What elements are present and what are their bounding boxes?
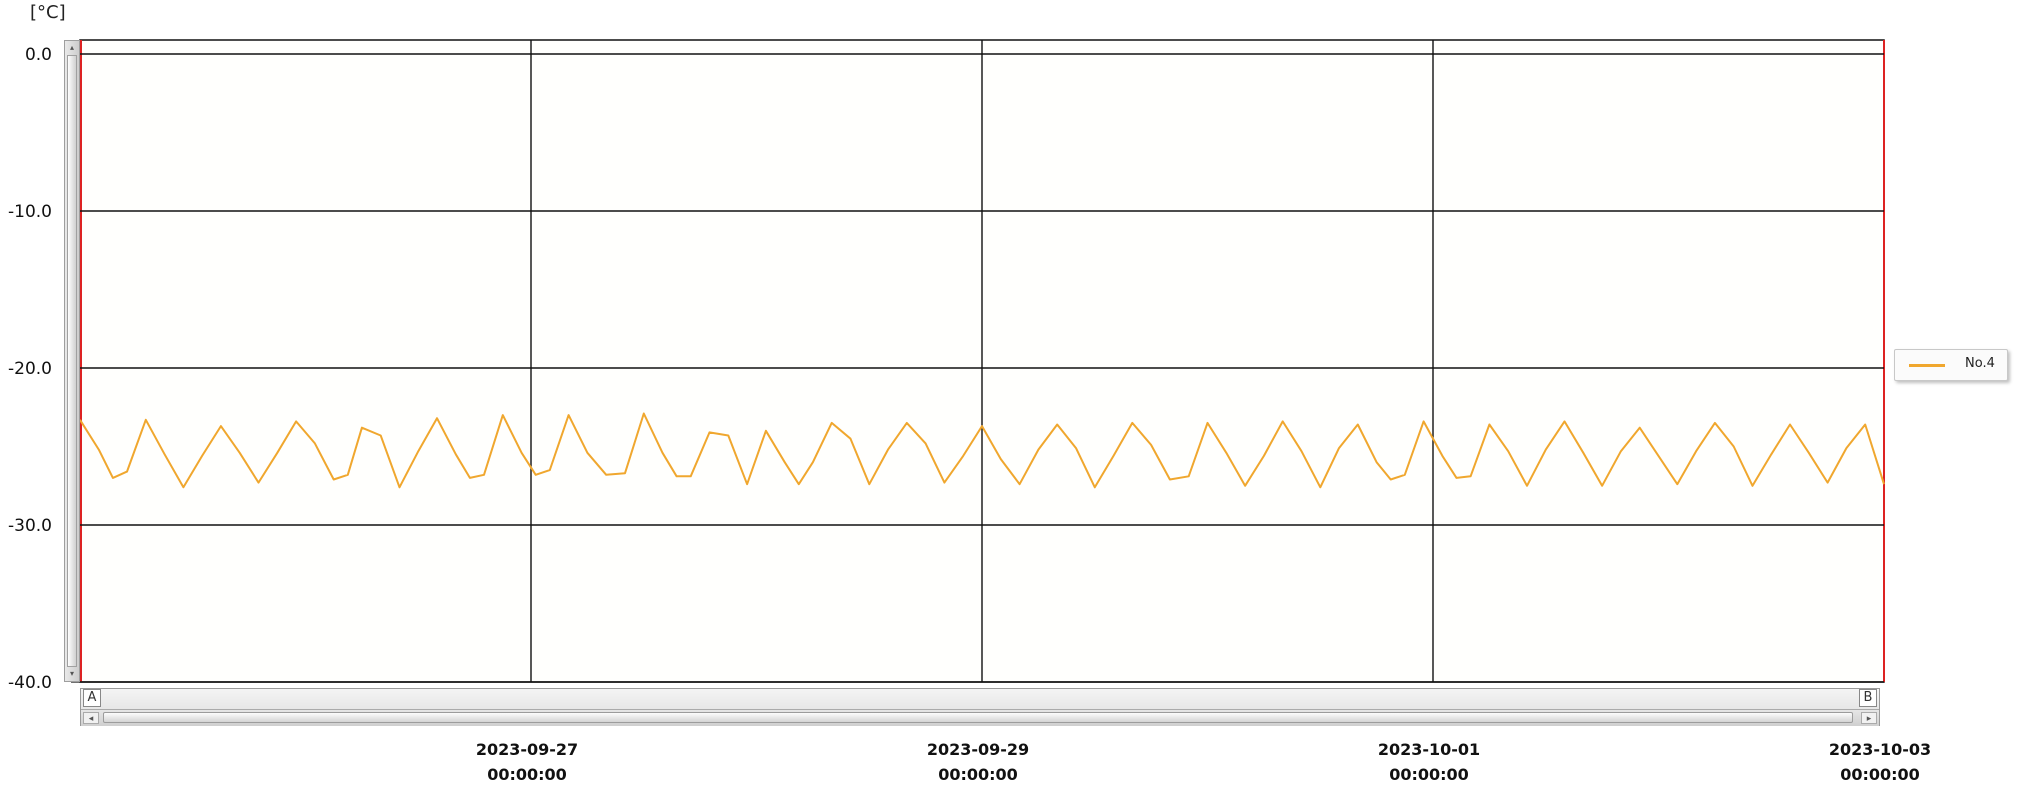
y-tick-label: -30.0 bbox=[8, 516, 52, 536]
x-tick-time-label: 00:00:00 bbox=[938, 765, 1018, 784]
x-tick-date-label: 2023-09-27 bbox=[476, 740, 578, 759]
cursor-a-marker[interactable]: A bbox=[83, 689, 101, 707]
legend: No.4 bbox=[1894, 349, 2008, 381]
scroll-up-icon[interactable]: ▴ bbox=[69, 43, 74, 52]
grid-lines bbox=[80, 40, 1884, 683]
x-axis: 2023-09-27 00:00:00 2023-09-29 00:00:00 2023… bbox=[476, 740, 1931, 784]
series-line-no4 bbox=[79, 412, 1885, 489]
x-tick-time-label: 00:00:00 bbox=[487, 765, 567, 784]
y-tick-label: -10.0 bbox=[8, 202, 52, 222]
x-tick-time-label: 00:00:00 bbox=[1840, 765, 1920, 784]
y-axis: 0.0 -10.0 -20.0 -30.0 -40.0 bbox=[8, 45, 80, 693]
legend-swatch-no4 bbox=[1909, 364, 1945, 367]
cursor-b-marker[interactable]: B bbox=[1859, 689, 1877, 707]
scroll-down-icon[interactable]: ▾ bbox=[69, 669, 74, 678]
x-tick-date-label: 2023-10-01 bbox=[1378, 740, 1480, 759]
scroll-left-icon[interactable]: ◂ bbox=[83, 712, 99, 724]
y-tick-label: -40.0 bbox=[8, 673, 52, 693]
y-tick-label: -20.0 bbox=[8, 359, 52, 379]
legend-label-no4: No.4 bbox=[1965, 356, 1995, 371]
horizontal-scrollbar[interactable]: ◂ ▸ bbox=[81, 709, 1879, 726]
scroll-right-icon[interactable]: ▸ bbox=[1861, 712, 1877, 724]
horizontal-scroll-thumb[interactable] bbox=[103, 712, 1853, 723]
vertical-scrollbar[interactable]: ▴ ▾ bbox=[64, 40, 80, 682]
x-tick-time-label: 00:00:00 bbox=[1389, 765, 1469, 784]
x-tick-date-label: 2023-10-03 bbox=[1829, 740, 1931, 759]
series-layer bbox=[79, 412, 1885, 489]
time-range-bar: A B ◂ ▸ bbox=[80, 688, 1880, 726]
y-unit-label: [°C] bbox=[30, 2, 66, 23]
y-tick-label: 0.0 bbox=[25, 45, 52, 65]
vertical-scroll-thumb[interactable] bbox=[67, 55, 77, 667]
x-tick-date-label: 2023-09-29 bbox=[927, 740, 1029, 759]
